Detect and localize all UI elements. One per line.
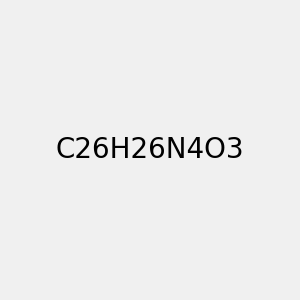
Text: C26H26N4O3: C26H26N4O3 <box>56 136 244 164</box>
